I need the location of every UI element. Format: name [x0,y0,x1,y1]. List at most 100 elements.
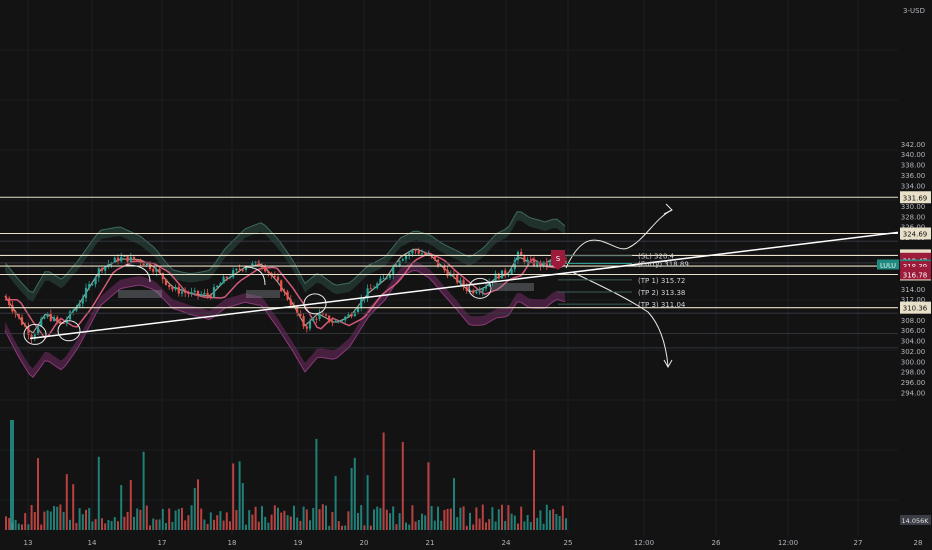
arrow-annotation[interactable] [244,266,266,286]
volume-bar [392,506,395,530]
horizontal-levels[interactable] [0,196,898,349]
candle-body [404,255,408,260]
candle-body [155,269,158,272]
volume-bar [414,521,417,530]
level-price-tag[interactable] [900,191,931,204]
candle-body [145,263,148,266]
level-price-tag[interactable] [900,227,931,240]
volume-bar [53,506,55,530]
time-axis-label: 28 [914,539,923,547]
price-tag[interactable] [900,269,931,280]
candle-body [267,271,270,273]
arrow-annotation[interactable] [125,264,151,283]
candle-body [376,283,379,289]
candle-body [4,296,8,299]
price-axis[interactable]: 3-USD 342.00 340.00 338.00 336.00 334.00 330.0… [877,0,932,550]
volume-bar [417,519,420,530]
volume-bar [203,519,206,530]
volume-bar [318,509,321,530]
candle-body [427,253,430,255]
price-axis-tick: 304.00 [901,338,926,346]
candle-body [152,269,155,272]
time-axis-label: 12:00 [634,539,654,547]
candle-body [504,270,507,276]
volume-bar [187,515,190,530]
candle-body [273,275,276,277]
volume-bar [27,524,30,530]
volume-bar [46,510,49,530]
candle-body [72,310,75,312]
candle-body [193,290,196,293]
volume-bar [117,521,119,530]
volume-bar [245,524,247,530]
volume-bar [443,509,446,530]
volume-bar [446,508,449,530]
volume-bar [491,507,494,530]
sell-signal-marker[interactable] [551,250,565,270]
volume-bar [465,525,468,530]
time-axis-label: 21 [426,539,435,547]
candle-body [366,288,369,299]
candle-body [24,324,27,327]
projection-up-path[interactable] [565,209,673,269]
projection-down-path[interactable] [571,271,669,367]
candle-body [414,250,417,252]
price-axis-tick: 302.00 [901,348,926,356]
volume-bar [529,522,532,530]
time-axis-label: 18 [228,539,237,547]
time-axis[interactable]: 13 14 17 18 19 20 21 24 25 12:00 26 12:00 27 28 [0,535,932,550]
volume-bar [254,506,257,530]
price-axis-tick: 314.00 [901,286,926,294]
volume-bar [161,509,164,530]
volume-bar [408,524,411,530]
candle-body [462,280,465,287]
highlight-circle[interactable] [23,323,47,345]
candle-body [228,277,232,279]
candle-body [283,291,286,293]
volume-bar [437,506,439,530]
candle-body [411,250,414,254]
highlight-circle[interactable] [303,293,327,315]
volume-bar [113,517,116,530]
volume-bar [475,507,478,530]
candle-body [286,291,289,300]
price-tag[interactable] [900,261,931,272]
level-price-tag-label: 310.36 [903,305,928,313]
candle-body [382,278,385,280]
candle-body [424,253,427,255]
candle-body [52,317,56,321]
candle-body [337,320,340,322]
symbol-tag[interactable] [877,259,899,270]
volume-bar [133,516,135,530]
highlight-circle[interactable] [468,277,492,299]
drawing-annotations[interactable]: (SL) 320.4(Entry) 318.89 (TP 1) 315.72 (TP… [23,203,899,369]
highlight-circle[interactable] [57,320,81,342]
candle-body [392,266,395,275]
volume-bar [385,509,388,530]
volume-bar [270,514,273,530]
volume-bar [165,523,167,530]
candle-body [27,326,30,335]
level-price-tag[interactable] [900,301,931,314]
candle-body [468,290,472,292]
plot-background [0,0,898,535]
price-axis-tick: 300.00 [901,358,926,366]
candle-body [139,260,142,263]
candle-body [56,317,59,322]
volume-bar [507,505,510,530]
volume-bar [17,523,20,530]
candle-body [46,313,49,317]
candle-body [36,325,40,335]
candle-body [420,253,424,255]
trade-plan-label: (TP 2) 313.38 [638,289,685,297]
trendline[interactable] [29,231,899,340]
volume-bar [261,506,263,530]
volume-bar [558,515,561,530]
candle-body [257,261,260,267]
volume-bar [152,518,155,530]
volume-bar [485,522,487,530]
candle-body [241,269,244,271]
candle-body [30,334,33,339]
shaded-zone [118,290,162,298]
